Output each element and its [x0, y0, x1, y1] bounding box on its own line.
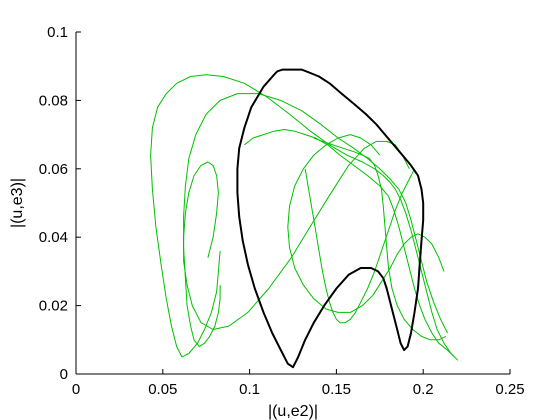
x-tick-label: 0.05: [148, 381, 177, 398]
y-axis-ticks: 0 0.02 0.04 0.06 0.08 0.1: [39, 24, 81, 383]
black-trajectory-line: [236, 68, 425, 369]
y-tick-label: 0.06: [39, 161, 68, 178]
y-tick-label: 0.1: [47, 24, 68, 41]
green-trajectory-line-7: [304, 168, 415, 324]
x-tick-label: 0.2: [413, 381, 434, 398]
green-trajectory-line-3: [183, 93, 448, 348]
y-tick-label: 0.02: [39, 298, 68, 315]
x-tick-label: 0.15: [322, 381, 351, 398]
y-tick-label: 0.08: [39, 92, 68, 109]
green-trajectory-line-4: [183, 140, 410, 330]
green-trajectory-line-6: [313, 137, 447, 341]
x-tick-label: 0: [72, 381, 80, 398]
y-axis-label: |(u,e3)|: [9, 178, 26, 228]
x-axis-ticks: 0 0.05 0.1 0.15 0.2 0.25: [72, 369, 525, 398]
x-tick-label: 0.25: [495, 381, 524, 398]
series-layer: [150, 68, 459, 369]
green-trajectory-line-2: [244, 129, 455, 358]
y-tick-label: 0.04: [39, 229, 68, 246]
y-tick-label: 0: [60, 366, 68, 383]
plot-area: [76, 32, 510, 374]
x-tick-label: 0.1: [239, 381, 260, 398]
green-trajectory-line-1: [150, 74, 459, 361]
x-axis-label: |(u,e2)|: [268, 403, 318, 420]
